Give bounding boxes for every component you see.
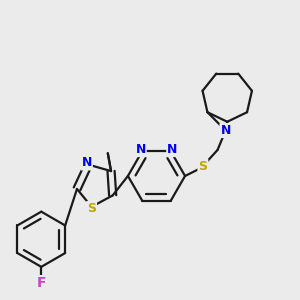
Text: N: N — [82, 157, 92, 169]
Text: N: N — [135, 143, 146, 156]
Text: N: N — [167, 143, 178, 156]
Text: F: F — [37, 276, 46, 290]
Text: N: N — [220, 124, 231, 137]
Text: S: S — [198, 160, 207, 173]
Text: S: S — [87, 202, 96, 215]
